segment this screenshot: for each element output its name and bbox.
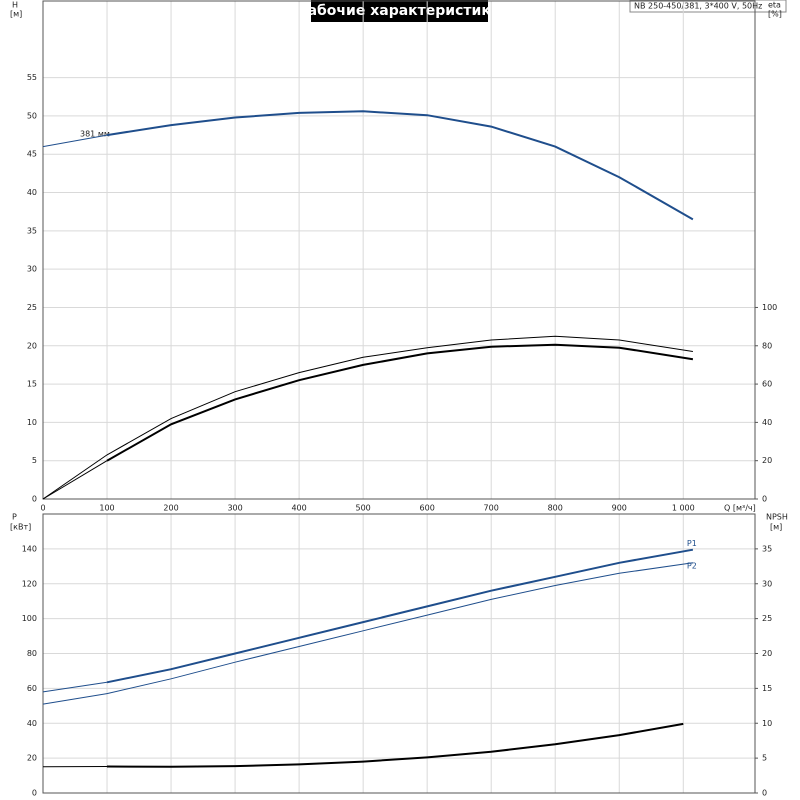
subtitle: NB 250-450/381, 3*400 V, 50Hz: [634, 2, 762, 11]
y2-tick-label: 25: [762, 614, 772, 623]
curve: [42, 460, 108, 500]
y2-tick-label: 60: [762, 380, 772, 389]
title-box: [311, 0, 488, 22]
y2-tick-label: 10: [762, 719, 772, 728]
y-tick-label: 80: [27, 649, 37, 658]
x-tick-label: 700: [484, 504, 499, 513]
y-axis-label: H: [12, 1, 18, 10]
curve: [42, 335, 693, 500]
x-tick-label: 800: [548, 504, 563, 513]
x-axis-label: Q [м³/ч]: [724, 504, 756, 513]
x-tick-label: 0: [40, 504, 45, 513]
y-tick-label: 55: [27, 73, 37, 82]
x-tick-label: 400: [291, 504, 306, 513]
y2-axis-unit: [м]: [770, 523, 782, 532]
y-tick-label: 0: [32, 495, 37, 504]
y-tick-label: 120: [22, 579, 37, 588]
annotation: 381 мм: [80, 130, 110, 139]
y-tick-label: 35: [27, 226, 37, 235]
x-tick-label: 200: [163, 504, 178, 513]
y-tick-label: 30: [27, 265, 37, 274]
x-tick-label: 100: [99, 504, 114, 513]
y2-tick-label: 100: [762, 303, 777, 312]
y-tick-label: 20: [27, 754, 37, 763]
y-axis-unit: [кВт]: [10, 523, 31, 532]
curve: [106, 343, 694, 462]
plot-frame: [42, 513, 756, 794]
series-label: P2: [687, 561, 697, 570]
y-tick-label: 140: [22, 544, 37, 553]
curve: [106, 110, 694, 221]
series-label: P1: [687, 539, 697, 548]
y-tick-label: 15: [27, 380, 37, 389]
y2-tick-label: 15: [762, 684, 772, 693]
y2-axis-label: NPSH: [766, 513, 788, 522]
y-tick-label: 0: [32, 789, 37, 798]
y-tick-label: 25: [27, 303, 37, 312]
curve: [106, 722, 684, 768]
plot-frame: [42, 0, 756, 500]
y2-tick-label: 20: [762, 456, 772, 465]
y2-tick-label: 40: [762, 418, 772, 427]
y-tick-label: 5: [32, 456, 37, 465]
curve: [42, 134, 108, 148]
y2-tick-label: 5: [762, 754, 767, 763]
y-tick-label: 20: [27, 341, 37, 350]
curve: [42, 693, 108, 705]
y2-axis-unit: [%]: [768, 10, 782, 19]
y-axis-unit: [м]: [10, 10, 22, 19]
subtitle-box: [629, 0, 787, 13]
y2-tick-label: 80: [762, 341, 772, 350]
y-tick-label: 100: [22, 614, 37, 623]
y-tick-label: 40: [27, 719, 37, 728]
y-tick-label: 40: [27, 188, 37, 197]
y2-tick-label: 30: [762, 579, 772, 588]
y-axis-label: P: [12, 513, 17, 522]
y-tick-label: 10: [27, 418, 37, 427]
curve: [106, 548, 694, 684]
y2-tick-label: 35: [762, 544, 772, 553]
y-tick-label: 60: [27, 684, 37, 693]
y2-axis-label: eta: [768, 1, 781, 10]
y2-tick-label: 0: [762, 789, 767, 798]
y-tick-label: 45: [27, 150, 37, 159]
curve: [42, 681, 108, 693]
x-tick-label: 300: [227, 504, 242, 513]
x-tick-label: 600: [420, 504, 435, 513]
x-tick-label: 900: [612, 504, 627, 513]
chart-title: Рабочие характеристики: [297, 3, 500, 19]
y2-tick-label: 20: [762, 649, 772, 658]
x-tick-label: 500: [356, 504, 371, 513]
x-tick-label: 1 000: [672, 504, 695, 513]
y2-tick-label: 0: [762, 495, 767, 504]
curve: [106, 562, 693, 695]
y-tick-label: 50: [27, 111, 37, 120]
